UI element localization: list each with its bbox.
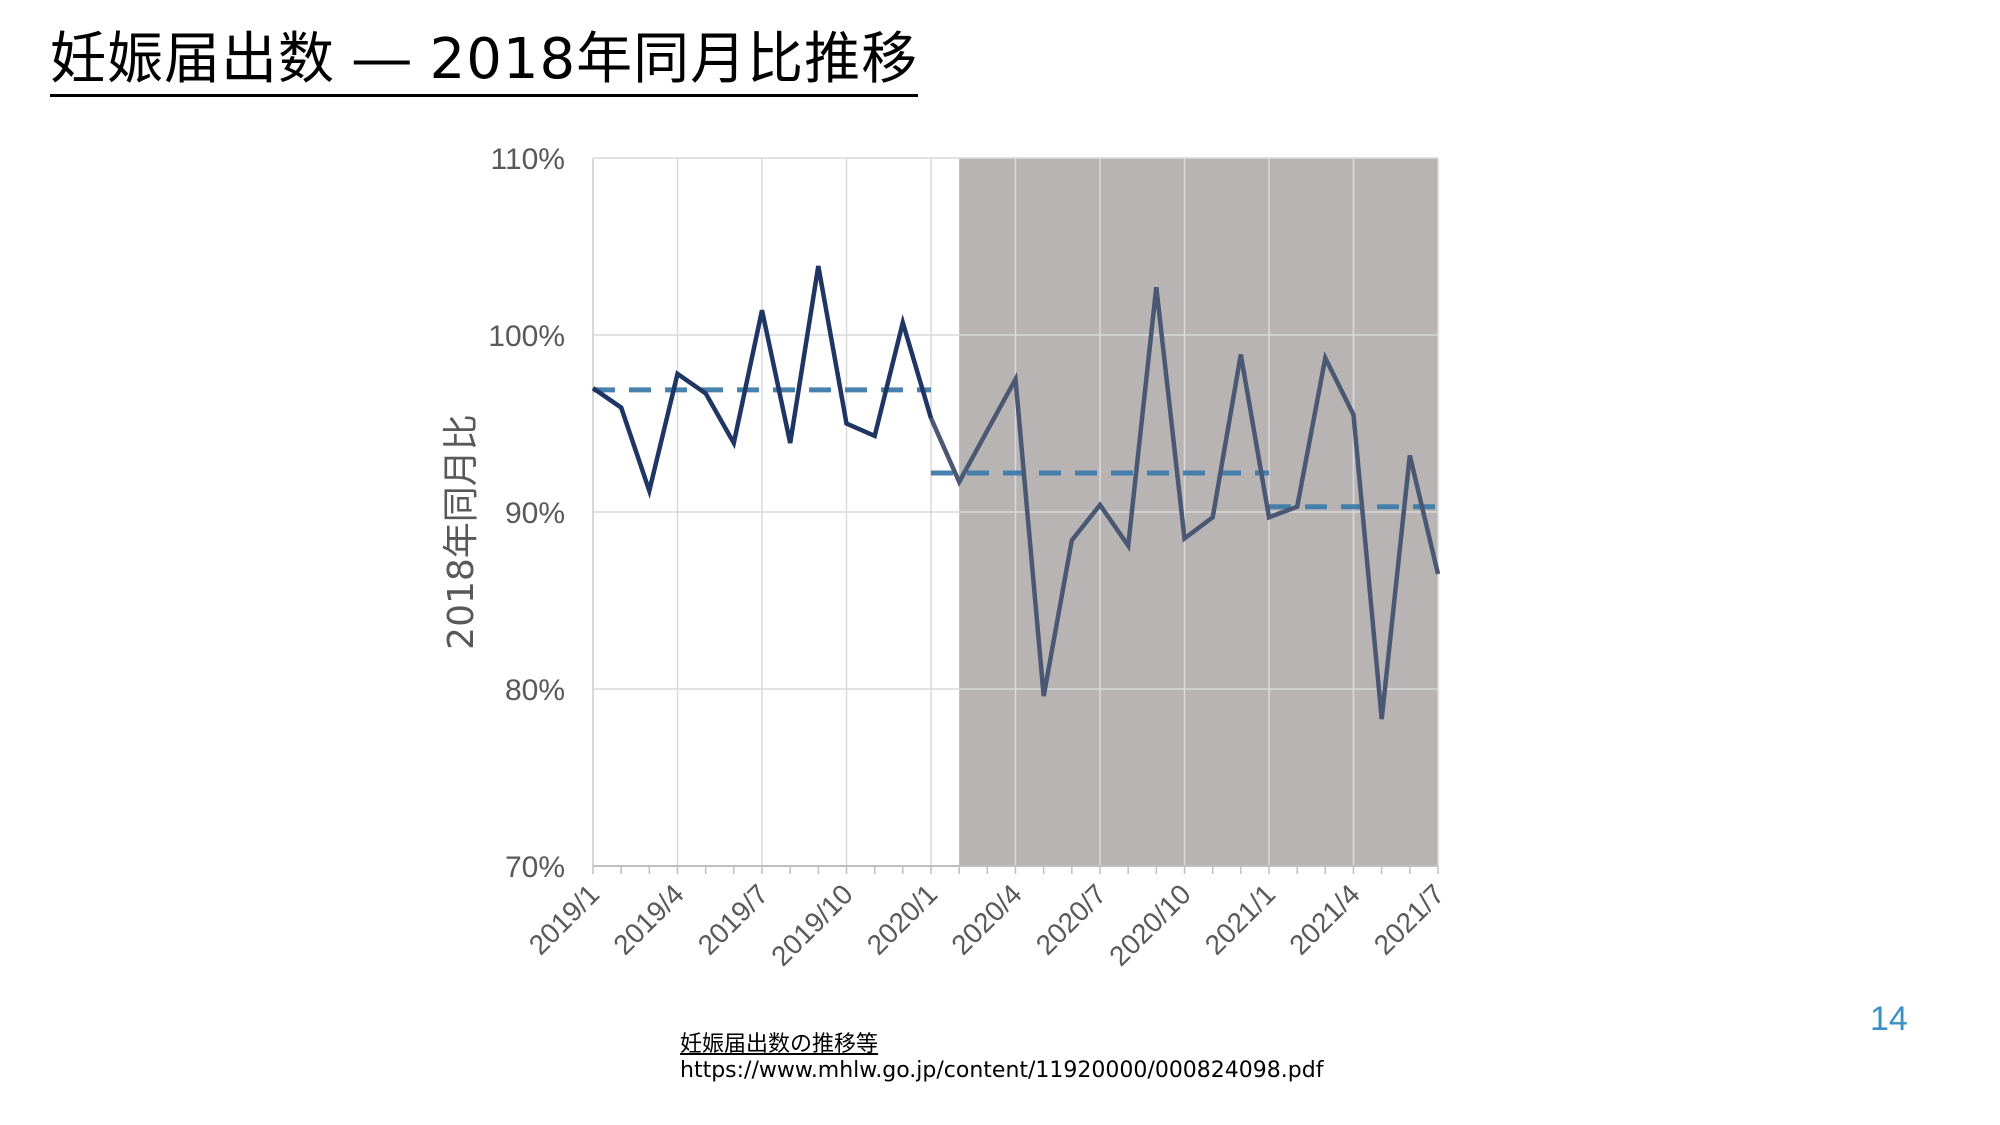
data-point: [1098, 503, 1102, 507]
x-tick-label: 2021/7: [1368, 878, 1450, 960]
data-point: [1323, 356, 1327, 360]
x-tick-label: 2020/1: [861, 878, 943, 960]
data-point: [1042, 694, 1046, 698]
data-point: [985, 429, 989, 433]
y-tick-label: 80%: [505, 674, 565, 707]
data-point: [957, 480, 961, 484]
data-point: [1408, 453, 1412, 457]
x-tick-label: 2020/4: [945, 878, 1027, 960]
data-point: [845, 422, 849, 426]
y-tick-label: 90%: [505, 497, 565, 530]
data-point: [816, 264, 820, 268]
page-number: 14: [1870, 1000, 1908, 1038]
data-point: [591, 386, 595, 390]
data-point: [760, 308, 764, 312]
data-point: [873, 434, 877, 438]
data-point: [1070, 538, 1074, 542]
data-point: [1211, 515, 1215, 519]
data-point: [1267, 515, 1271, 519]
data-point: [704, 391, 708, 395]
x-tick-label: 2019/7: [692, 878, 774, 960]
y-tick-label: 110%: [490, 143, 565, 176]
data-point: [1380, 717, 1384, 721]
data-point: [901, 321, 905, 325]
data-point: [1154, 285, 1158, 289]
data-point: [929, 416, 933, 420]
data-point: [732, 441, 736, 445]
data-point: [1352, 413, 1356, 417]
data-point: [1183, 537, 1187, 541]
data-point: [619, 406, 623, 410]
x-tick-label: 2020/7: [1030, 878, 1112, 960]
data-point: [647, 489, 651, 493]
data-point: [1239, 352, 1243, 356]
x-tick-label: 2019/1: [523, 878, 605, 960]
x-tick-label: 2019/4: [607, 878, 689, 960]
y-axis-title: 2018年同月比: [441, 414, 482, 650]
x-tick-label: 2021/1: [1199, 878, 1281, 960]
source-url[interactable]: https://www.mhlw.go.jp/content/11920000/…: [680, 1058, 1324, 1083]
series-line-post: [928, 286, 1441, 720]
data-point: [1014, 377, 1018, 381]
slide-title: 妊娠届出数 ― 2018年同月比推移: [50, 27, 919, 98]
data-point: [1126, 544, 1130, 548]
y-tick-label: 70%: [505, 851, 565, 884]
y-tick-label: 100%: [488, 320, 565, 353]
x-tick-label: 2021/4: [1283, 878, 1365, 960]
source-title[interactable]: 妊娠届出数の推移等: [680, 1032, 879, 1057]
x-tick-label: 2019/10: [765, 878, 858, 971]
data-point: [676, 372, 680, 376]
data-point: [1436, 572, 1440, 576]
data-point: [788, 441, 792, 445]
series-line-pre: [591, 265, 934, 499]
x-tick-label: 2020/10: [1103, 878, 1196, 971]
data-point: [1295, 505, 1299, 509]
